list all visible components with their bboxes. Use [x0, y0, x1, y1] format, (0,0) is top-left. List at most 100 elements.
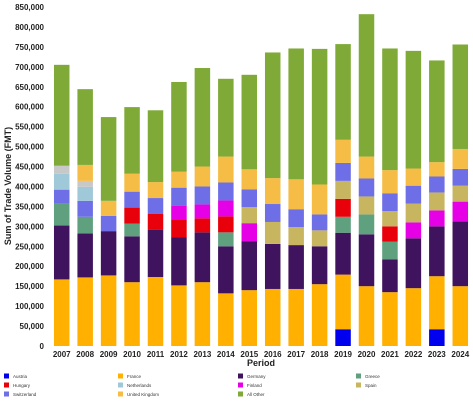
bar-segment-france	[382, 292, 398, 346]
bar-segment-all-other	[335, 44, 351, 140]
bar-segment-switzerland	[382, 193, 398, 212]
y-tick-label: 500,000	[15, 143, 44, 152]
bar-segment-united-kingdom	[218, 156, 234, 183]
bar-segment-france	[53, 279, 70, 346]
bar-segment-spain	[335, 180, 351, 199]
legend-swatch	[356, 382, 361, 388]
legend-swatch	[4, 382, 9, 388]
y-tick-label: 550,000	[15, 123, 44, 132]
x-tick-label: 2015	[240, 350, 258, 359]
legend-item-all-other: All Other	[238, 391, 265, 397]
bar-segment-france	[405, 288, 422, 346]
bar-segment-switzerland	[358, 178, 375, 197]
x-tick-label: 2010	[123, 350, 141, 359]
bar-segment-all-other	[264, 52, 281, 179]
y-tick-label: 300,000	[15, 222, 44, 231]
y-tick-label: 200,000	[15, 262, 44, 271]
y-tick-label: 450,000	[15, 163, 44, 172]
legend-swatch	[4, 373, 9, 379]
bar-segment-finland	[241, 223, 258, 242]
legend-item-netherlands: Netherlands	[118, 382, 152, 388]
bar-segment-united-kingdom	[429, 162, 445, 177]
legend-swatch	[118, 382, 123, 388]
bar-segment-switzerland	[452, 168, 469, 186]
bar-segment-germany	[382, 259, 398, 293]
x-axis: 2007 2008 2009 2010 2011 2012 2013 2014 2015 2016…	[53, 350, 470, 359]
bar-segment-united-kingdom	[405, 168, 422, 186]
bar-segment-hungary	[194, 218, 211, 233]
bar-segment-france	[358, 286, 375, 346]
bar-segment-all-other	[77, 89, 93, 165]
bar-segment-united-kingdom	[311, 184, 328, 215]
bar-segment-all-other	[53, 64, 70, 166]
bar-segment-france	[264, 288, 281, 346]
bar-segment-france	[335, 274, 351, 330]
bar-segment-switzerland	[311, 214, 328, 231]
legend-item-greece: Greece	[356, 373, 380, 379]
bar-segment-hungary	[171, 219, 187, 238]
bar-segment-greece	[53, 203, 70, 226]
bar-segment-spain	[288, 227, 304, 246]
y-tick-label: 250,000	[15, 242, 44, 251]
bar-segment-spain	[429, 192, 445, 211]
bar-segment-all-other	[311, 48, 328, 185]
y-tick-label: 800,000	[15, 23, 44, 32]
bar-segment-france	[194, 282, 211, 346]
x-tick-label: 2007	[53, 350, 71, 359]
y-tick-label: 600,000	[15, 103, 44, 112]
legend-swatch	[118, 391, 123, 397]
legend-label: Finland	[247, 383, 262, 388]
legend-swatch	[118, 373, 123, 379]
bar-segment-all-other	[194, 68, 211, 167]
bar-segment-switzerland	[171, 187, 187, 206]
bar-segment-france	[311, 284, 328, 346]
bar-segment-france	[77, 277, 93, 346]
bar-segment-france	[147, 277, 164, 346]
bar-segment-united-kingdom	[241, 169, 258, 190]
bar-segment-all-other	[429, 60, 445, 163]
bar-segment-hungary	[382, 226, 398, 242]
x-tick-label: 2021	[381, 350, 399, 359]
y-tick-label: 650,000	[15, 83, 44, 92]
bar-segment-germany	[218, 246, 234, 294]
y-tick-label: 50,000	[20, 322, 45, 331]
bar-segment-greece	[124, 223, 140, 237]
legend-label: Spain	[365, 383, 377, 388]
bar-segment-netherlands	[77, 186, 93, 201]
legend-item-austria: Austria	[4, 373, 28, 379]
bar-segment-germany	[358, 234, 375, 287]
bar-segment-all-other	[100, 117, 117, 201]
bar-segment-france	[218, 293, 234, 346]
legend-item-france: France	[118, 373, 142, 379]
bar-segment-switzerland	[288, 209, 304, 228]
bars-layer	[53, 14, 469, 346]
bar-segment-germany	[429, 226, 445, 277]
bar-segment-germany	[77, 233, 93, 278]
bar-segment-netherlands	[53, 173, 70, 190]
bar-segment-sweden	[53, 165, 70, 174]
bar-segment-spain	[382, 211, 398, 227]
legend-swatch	[238, 391, 243, 397]
bar-segment-france	[124, 282, 140, 346]
legend-swatch	[238, 382, 243, 388]
bar-segment-switzerland	[429, 176, 445, 193]
x-tick-label: 2018	[311, 350, 329, 359]
bar-segment-germany	[452, 221, 469, 287]
legend-swatch	[238, 373, 243, 379]
y-tick-label: 100,000	[15, 302, 44, 311]
legend-label: Switzerland	[13, 392, 37, 397]
x-tick-label: 2016	[264, 350, 282, 359]
bar-segment-all-other	[382, 48, 398, 171]
legend-label: Germany	[247, 374, 266, 379]
bar-segment-united-kingdom	[358, 156, 375, 179]
bar-segment-germany	[311, 246, 328, 285]
bar-segment-united-kingdom	[100, 200, 117, 216]
bar-segment-spain	[264, 221, 281, 244]
legend: Austria France Germany Greece Hungary Netherl…	[4, 373, 380, 397]
bar-segment-switzerland	[405, 185, 422, 204]
bar-segment-greece	[358, 214, 375, 235]
bar-segment-germany	[194, 232, 211, 283]
x-tick-label: 2009	[100, 350, 118, 359]
x-axis-title: Period	[247, 358, 275, 368]
